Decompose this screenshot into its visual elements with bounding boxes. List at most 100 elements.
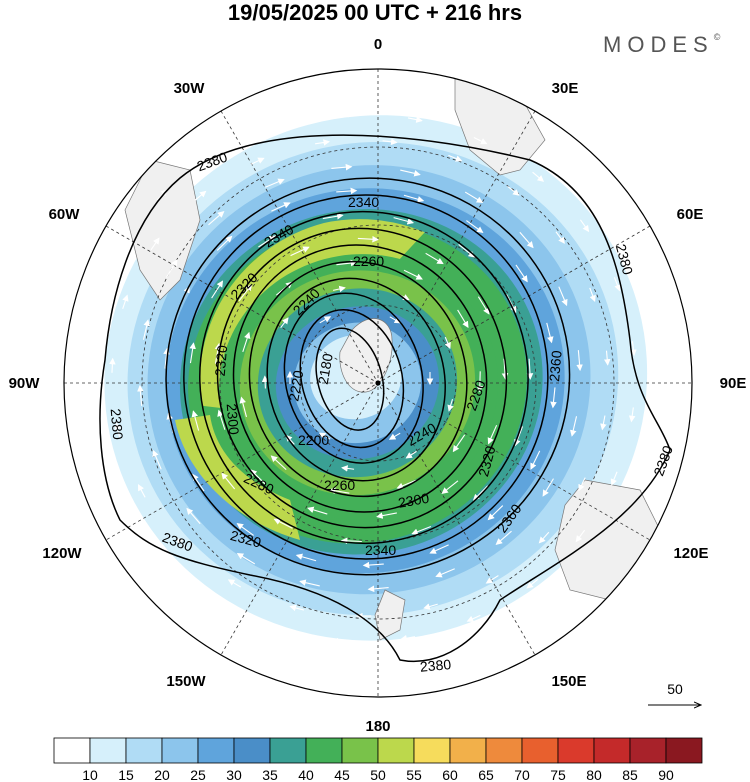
wind-vector [315, 139, 331, 146]
lon-label-150e: 150E [551, 673, 586, 690]
wind-vector [151, 550, 163, 562]
wind-vector [113, 495, 122, 509]
wind-vector [137, 484, 146, 498]
colorbar-label: 10 [82, 767, 98, 782]
colorbar-swatch [125, 737, 163, 764]
wind-vector [194, 190, 207, 201]
wind-vector [191, 410, 200, 431]
wind-vector [290, 246, 310, 257]
wind-vector [202, 594, 216, 604]
wind-vector [507, 186, 520, 196]
wind-vector [589, 287, 596, 303]
wind-vector [208, 211, 225, 226]
lon-label-120w: 120W [42, 545, 82, 562]
contour-label: 2320 [475, 444, 499, 478]
contour-2260 [248, 260, 468, 498]
lon-label-90e: 90E [720, 375, 747, 392]
wind-vector [211, 280, 224, 299]
wind-vector [217, 409, 226, 430]
pole-marker [375, 380, 381, 386]
wind-vector [142, 319, 150, 340]
wind-vector [575, 529, 586, 543]
colorbar-label: 35 [262, 767, 278, 782]
wind-vector [448, 154, 463, 162]
colorbar-swatch [593, 737, 631, 764]
colorbar-swatch [269, 737, 307, 764]
colorbar-swatch [485, 737, 523, 764]
wind-vector [570, 416, 578, 437]
wind-vector [270, 455, 287, 471]
wind-vector [186, 507, 201, 525]
contour-2320 [199, 210, 529, 545]
wind-vector [407, 116, 423, 123]
wind-vector [376, 512, 397, 519]
lon-label-90w: 90W [9, 375, 41, 392]
lon-label-150w: 150W [166, 673, 206, 690]
wind-vector [289, 604, 305, 612]
wind-vector [487, 424, 498, 445]
contour-label: 2260 [324, 477, 355, 493]
wind-vector [514, 426, 524, 447]
wind-vector [466, 614, 481, 622]
shade-band-55 [200, 219, 425, 413]
lon-label-30e: 30E [552, 80, 579, 97]
contour-label: 2380 [108, 408, 127, 441]
contour-label: 2220 [285, 369, 306, 403]
copyright-mark: © [713, 32, 721, 42]
wind-vector [258, 235, 277, 248]
wind-vector [542, 478, 554, 497]
contour-label: 2320 [229, 527, 263, 551]
wind-vector [405, 450, 417, 459]
wind-vector [331, 637, 347, 645]
wind-vector [466, 220, 484, 233]
wind-vector [519, 231, 534, 249]
longitude-labels: 0 30E 60E 90E 120E 150E 180 150W 120W 90… [9, 36, 747, 735]
wind-vector [336, 259, 358, 267]
australia [554, 479, 661, 601]
wind-vector [341, 465, 355, 472]
contour-label: 2180 [315, 352, 336, 386]
wind-vector [532, 171, 545, 182]
map-boundary [63, 68, 693, 698]
wind-vector [176, 537, 187, 549]
wind-vector [464, 191, 484, 203]
colorbar-label: 70 [514, 767, 530, 782]
wind-vector [388, 432, 401, 440]
reference-vector-label: 50 [667, 681, 683, 697]
reference-vector: 50 [648, 681, 701, 705]
wind-vector [423, 603, 438, 610]
colorbar-label: 15 [118, 767, 134, 782]
wind-vector [538, 531, 550, 544]
contour-label: 2260 [353, 253, 384, 269]
wind-vector [576, 350, 583, 372]
wind-vector [250, 469, 266, 485]
brand-name: MODES [603, 32, 714, 57]
colorbar-label: 55 [406, 767, 422, 782]
wind-vector [150, 237, 160, 251]
wind-vector [318, 432, 331, 440]
wind-vector [236, 553, 256, 565]
contour-2220 [283, 292, 424, 464]
colorbar-swatch [629, 737, 667, 764]
colorbar-label: 50 [370, 767, 386, 782]
wind-vector [239, 396, 248, 418]
wind-vector [273, 518, 293, 529]
contour-2340 [183, 194, 549, 560]
wind-vector [116, 240, 125, 255]
colorbar-swatch [557, 737, 595, 764]
wind-vector [476, 371, 484, 393]
wind-vector [242, 331, 251, 353]
wind-vector [393, 217, 415, 225]
wind-vector [579, 219, 590, 233]
wind-vector [319, 316, 332, 324]
wind-vector [280, 317, 289, 328]
wind-vector [265, 178, 285, 188]
wind-vector [137, 384, 144, 406]
lon-label-120e: 120E [673, 545, 708, 562]
wind-vector [578, 477, 586, 492]
wind-vector [163, 347, 170, 369]
wind-vector [425, 252, 444, 265]
wind-vector [332, 285, 346, 293]
wind-vector [109, 357, 116, 373]
antarctica [339, 318, 393, 393]
